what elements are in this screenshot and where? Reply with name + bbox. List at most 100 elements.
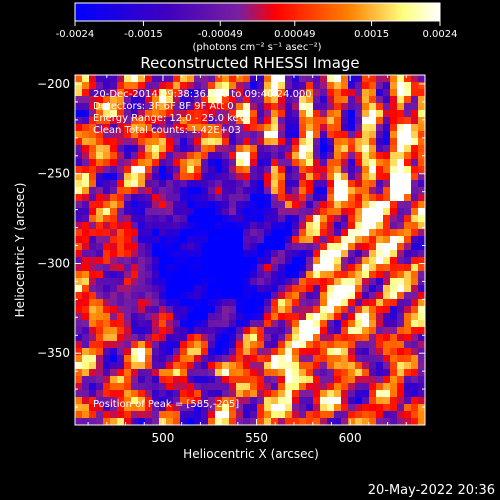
heatmap-cell (271, 362, 279, 370)
heatmap-cell (313, 89, 321, 97)
heatmap-cell (187, 117, 195, 125)
heatmap-cell (250, 250, 258, 258)
heatmap-cell (117, 229, 125, 237)
heatmap-cell (243, 348, 251, 356)
heatmap-cell (201, 348, 209, 356)
heatmap-cell (180, 145, 188, 153)
heatmap-cell (110, 236, 118, 244)
heatmap-cell (292, 404, 300, 412)
heatmap-cell (383, 292, 391, 300)
heatmap-cell (299, 334, 307, 342)
heatmap-cell (180, 292, 188, 300)
heatmap-cell (355, 271, 363, 279)
heatmap-cell (320, 355, 328, 363)
heatmap-cell (180, 117, 188, 125)
heatmap-cell (229, 222, 237, 230)
heatmap-cell (250, 362, 258, 370)
heatmap-cell (145, 138, 153, 146)
heatmap-cell (418, 355, 426, 363)
heatmap-cell (355, 397, 363, 405)
heatmap-cell (131, 215, 139, 223)
heatmap-cell (89, 327, 97, 335)
heatmap-cell (418, 124, 426, 132)
heatmap-cell (208, 404, 216, 412)
heatmap-cell (117, 159, 125, 167)
heatmap-cell (117, 82, 125, 90)
heatmap-cell (369, 159, 377, 167)
heatmap-cell (152, 243, 160, 251)
heatmap-cell (194, 180, 202, 188)
heatmap-cell (306, 208, 314, 216)
heatmap-cell (131, 411, 139, 419)
heatmap-cell (75, 369, 83, 377)
heatmap-cell (243, 124, 251, 132)
heatmap-cell (299, 250, 307, 258)
heatmap-cell (320, 201, 328, 209)
heatmap-cell (236, 124, 244, 132)
heatmap-cell (278, 369, 286, 377)
heatmap-cell (243, 89, 251, 97)
heatmap-cell (89, 89, 97, 97)
heatmap-cell (404, 152, 412, 160)
heatmap-cell (201, 180, 209, 188)
heatmap-cell (278, 173, 286, 181)
heatmap-cell (159, 117, 167, 125)
heatmap-cell (117, 299, 125, 307)
heatmap-cell (334, 110, 342, 118)
heatmap-cell (257, 257, 265, 265)
heatmap-cell (194, 222, 202, 230)
heatmap-cell (243, 306, 251, 314)
heatmap-cell (117, 292, 125, 300)
heatmap-cell (124, 222, 132, 230)
heatmap-cell (278, 411, 286, 419)
heatmap-cell (110, 341, 118, 349)
heatmap-cell (285, 299, 293, 307)
heatmap-cell (201, 257, 209, 265)
heatmap-cell (278, 166, 286, 174)
heatmap-cell (208, 82, 216, 90)
heatmap-cell (208, 355, 216, 363)
heatmap-cell (117, 383, 125, 391)
heatmap-cell (341, 201, 349, 209)
heatmap-cell (264, 292, 272, 300)
heatmap-cell (264, 285, 272, 293)
heatmap-cell (222, 404, 230, 412)
heatmap-cell (159, 397, 167, 405)
heatmap-cell (208, 152, 216, 160)
heatmap-cell (285, 313, 293, 321)
heatmap-cell (362, 383, 370, 391)
heatmap-cell (334, 145, 342, 153)
colorbar: -0.0024 -0.0015 -0.00049 0.00049 0.0015 0.002… (56, 2, 458, 53)
heatmap-cell (376, 397, 384, 405)
heatmap-cell (82, 187, 90, 195)
heatmap-cell (243, 285, 251, 293)
heatmap-cell (327, 180, 335, 188)
heatmap-cell (362, 201, 370, 209)
heatmap-cell (173, 369, 181, 377)
heatmap-cell (215, 159, 223, 167)
heatmap-cell (243, 383, 251, 391)
heatmap-cell (313, 264, 321, 272)
heatmap-cell (89, 250, 97, 258)
heatmap-cell (208, 271, 216, 279)
heatmap-cell (285, 383, 293, 391)
heatmap-cell (82, 222, 90, 230)
heatmap-cell (145, 341, 153, 349)
heatmap-cell (278, 201, 286, 209)
heatmap-cell (334, 166, 342, 174)
heatmap-cell (124, 180, 132, 188)
heatmap-cell (243, 229, 251, 237)
heatmap-cell (145, 117, 153, 125)
heatmap-cell (397, 166, 405, 174)
heatmap-cell (236, 138, 244, 146)
heatmap-cell (418, 376, 426, 384)
heatmap-cell (173, 271, 181, 279)
heatmap-cell (348, 320, 356, 328)
heatmap-cell (124, 264, 132, 272)
heatmap-cell (397, 306, 405, 314)
heatmap-cell (257, 229, 265, 237)
heatmap-cell (75, 257, 83, 265)
heatmap-cell (138, 110, 146, 118)
heatmap-cell (362, 96, 370, 104)
